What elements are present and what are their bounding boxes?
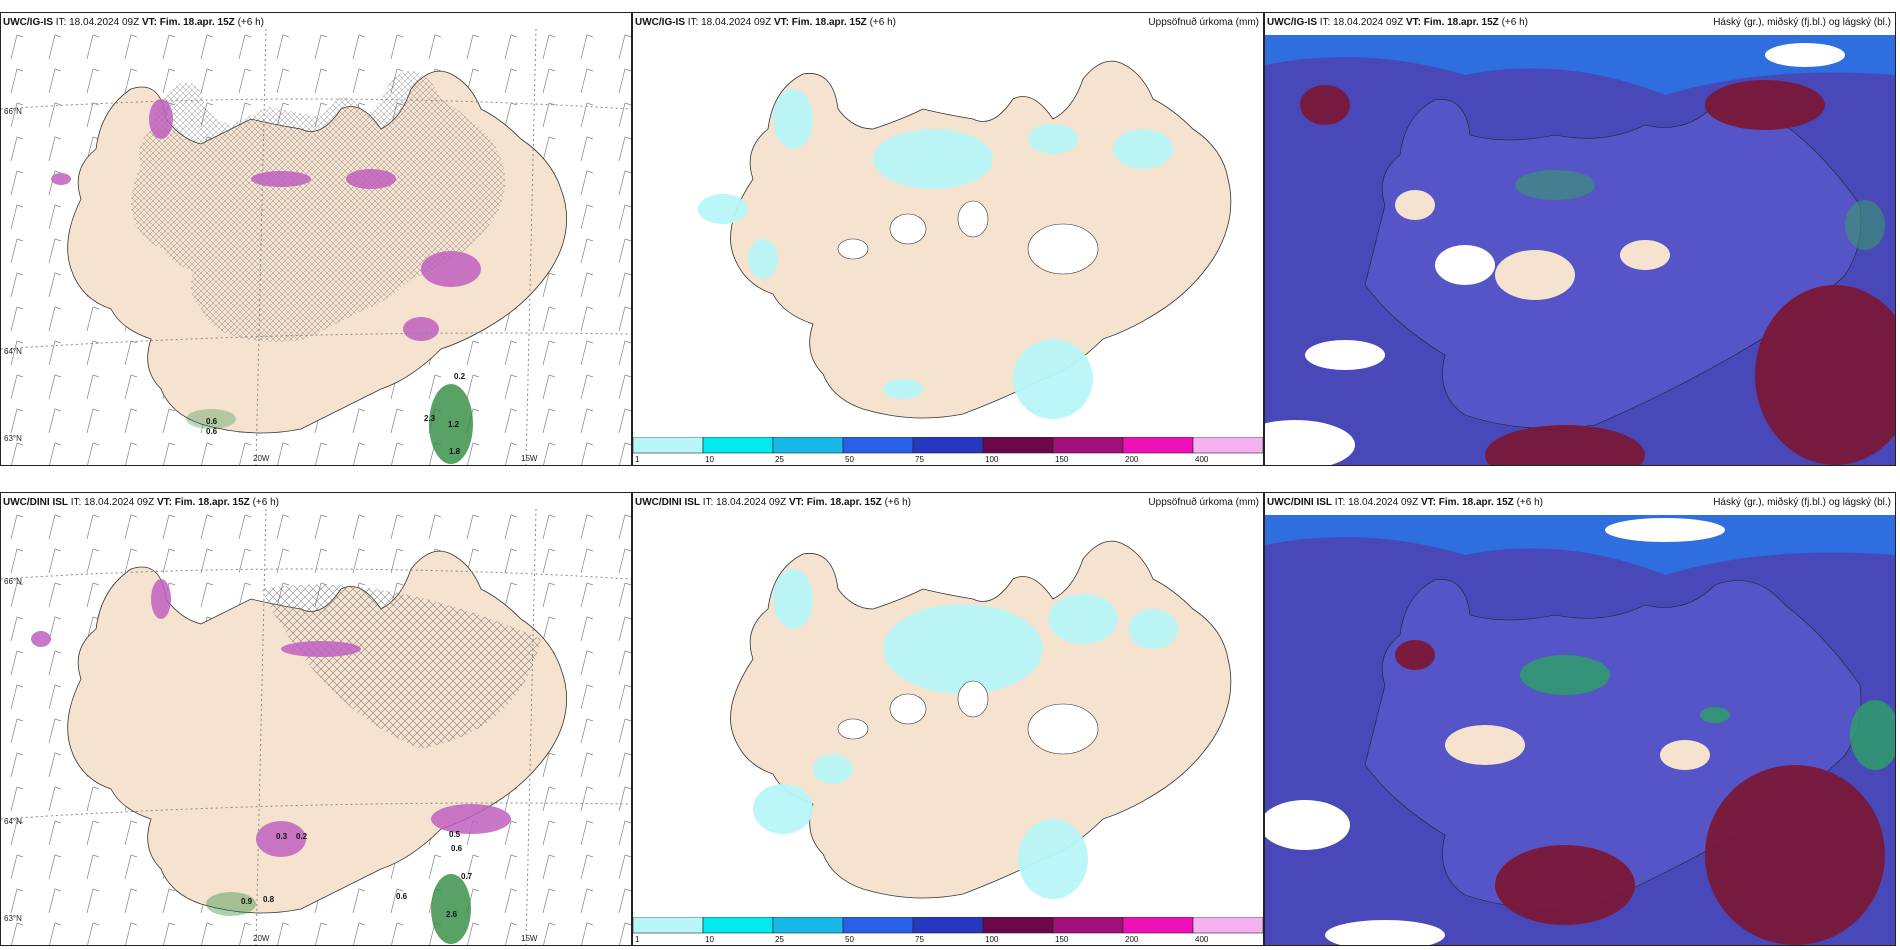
lat-label-64: 64°N (4, 817, 22, 826)
colorbar-segment (1122, 917, 1194, 934)
panel-ig-clouds: UWC/IG-IS IT: 18.04.2024 09Z VT: Fim. 18… (1264, 12, 1896, 466)
panel-header: UWC/DINI ISL IT: 18.04.2024 09Z VT: Fim.… (3, 497, 279, 508)
colorbar: 1 10 25 50 75 100 150 200 400 (633, 917, 1263, 943)
colorbar-segment (912, 917, 984, 934)
map-wind-barbs: 66°N 64°N 63°N 20W 15W 0.3 0.2 0.9 0.8 0… (1, 509, 631, 945)
colorbar-segment (1192, 917, 1263, 934)
colorbar-tick-label: 25 (775, 455, 784, 463)
lon-label-15w: 15W (521, 454, 538, 463)
lon-label-15w: 15W (521, 934, 538, 943)
cloud-map (1265, 35, 1895, 465)
panel-header: UWC/DINI ISL IT: 18.04.2024 09Z VT: Fim.… (1267, 497, 1891, 511)
panel-ig-accum-precip: UWC/IG-IS IT: 18.04.2024 09Z VT: Fim. 18… (632, 12, 1264, 466)
precip-value: 0.2 (454, 372, 466, 381)
colorbar-tick-label: 75 (915, 935, 924, 943)
colorbar-tick-label: 25 (775, 935, 784, 943)
colorbar-segment (912, 437, 984, 454)
colorbar-segment (842, 437, 914, 454)
precip-value: 0.5 (449, 830, 461, 839)
colorbar-tick-label: 400 (1195, 455, 1209, 463)
precip-value: 1.2 (448, 420, 460, 429)
panel-header: UWC/IG-IS IT: 18.04.2024 09Z VT: Fim. 18… (3, 17, 264, 28)
precip-value: 0.8 (263, 895, 275, 904)
map-accumulated-precip (633, 29, 1263, 437)
precip-value: 0.7 (461, 872, 473, 881)
colorbar-tick-label: 150 (1055, 935, 1069, 943)
map-cloud-cover (1265, 35, 1895, 465)
precip-value: 1.8 (449, 447, 461, 456)
panel-dini-clouds: UWC/DINI ISL IT: 18.04.2024 09Z VT: Fim.… (1264, 492, 1896, 946)
precip-value: 0.9 (241, 897, 253, 906)
precip-value: 2.6 (446, 910, 458, 919)
colorbar-segment (1052, 917, 1124, 934)
colorbar-segment (842, 917, 914, 934)
cloud-map (1265, 515, 1895, 945)
colorbar-tick-label: 75 (915, 455, 924, 463)
precip-value: 0.6 (451, 844, 463, 853)
colorbar-tick-label: 150 (1055, 455, 1069, 463)
panel-dini-wind-precip: UWC/DINI ISL IT: 18.04.2024 09Z VT: Fim.… (0, 492, 632, 946)
colorbar-tick-label: 1 (635, 935, 640, 943)
precip-value: 0.6 (206, 417, 218, 426)
colorbar-segment (702, 437, 774, 454)
colorbar-segment (633, 917, 704, 934)
precip-value: 0.2 (296, 832, 308, 841)
accum-precip-map (698, 60, 1232, 419)
colorbar-segment (633, 437, 704, 454)
colorbar: 1 10 25 50 75 100 150 200 400 (633, 437, 1263, 463)
precip-value: 2.3 (424, 414, 436, 423)
colorbar-segment (1122, 437, 1194, 454)
colorbar-tick-label: 10 (705, 455, 714, 463)
colorbar-segment (982, 917, 1054, 934)
colorbar-tick-label: 10 (705, 935, 714, 943)
colorbar-segment (702, 917, 774, 934)
lon-label-20w: 20W (253, 454, 270, 463)
colorbar-tick-label: 200 (1125, 455, 1139, 463)
colorbar-tick-label: 100 (985, 455, 999, 463)
panel-header: UWC/IG-IS IT: 18.04.2024 09Z VT: Fim. 18… (1267, 17, 1891, 31)
map-accumulated-precip (633, 509, 1263, 917)
colorbar-tick-label: 1 (635, 455, 640, 463)
colorbar-tick-label: 50 (845, 935, 854, 943)
colorbar-tick-label: 200 (1125, 935, 1139, 943)
precip-value: 0.6 (206, 427, 218, 436)
colorbar-segment (982, 437, 1054, 454)
panel-ig-wind-precip: UWC/IG-IS IT: 18.04.2024 09Z VT: Fim. 18… (0, 12, 632, 466)
panel-dini-accum-precip: UWC/DINI ISL IT: 18.04.2024 09Z VT: Fim.… (632, 492, 1264, 946)
accum-precip-map (730, 540, 1232, 899)
precip-value: 0.6 (396, 892, 408, 901)
lat-label-63: 63°N (4, 434, 22, 443)
colorbar-segment (772, 437, 844, 454)
colorbar-tick-label: 50 (845, 455, 854, 463)
colorbar-segment (1192, 437, 1263, 454)
wind-precip-map: 66°N 64°N 63°N 20W 15W 0.3 0.2 0.9 0.8 0… (1, 509, 631, 945)
colorbar-svg: 1 10 25 50 75 100 150 200 400 (633, 917, 1263, 943)
colorbar-segment (772, 917, 844, 934)
panel-header: UWC/IG-IS IT: 18.04.2024 09Z VT: Fim. 18… (635, 17, 1259, 28)
lat-label-66: 66°N (4, 107, 22, 116)
precip-value: 0.3 (276, 832, 288, 841)
lat-label-63: 63°N (4, 914, 22, 923)
wind-precip-map: 66°N 64°N 63°N 20W 15W 0.6 0.6 0.2 2.3 1… (1, 29, 631, 465)
panel-header: UWC/DINI ISL IT: 18.04.2024 09Z VT: Fim.… (635, 497, 1259, 508)
colorbar-svg: 1 10 25 50 75 100 150 200 400 (633, 437, 1263, 463)
map-cloud-cover (1265, 515, 1895, 945)
lat-label-64: 64°N (4, 347, 22, 356)
colorbar-segment (1052, 437, 1124, 454)
colorbar-tick-label: 100 (985, 935, 999, 943)
map-wind-barbs: 66°N 64°N 63°N 20W 15W 0.6 0.6 0.2 2.3 1… (1, 29, 631, 465)
lat-label-66: 66°N (4, 577, 22, 586)
colorbar-tick-label: 400 (1195, 935, 1209, 943)
lon-label-20w: 20W (253, 934, 270, 943)
